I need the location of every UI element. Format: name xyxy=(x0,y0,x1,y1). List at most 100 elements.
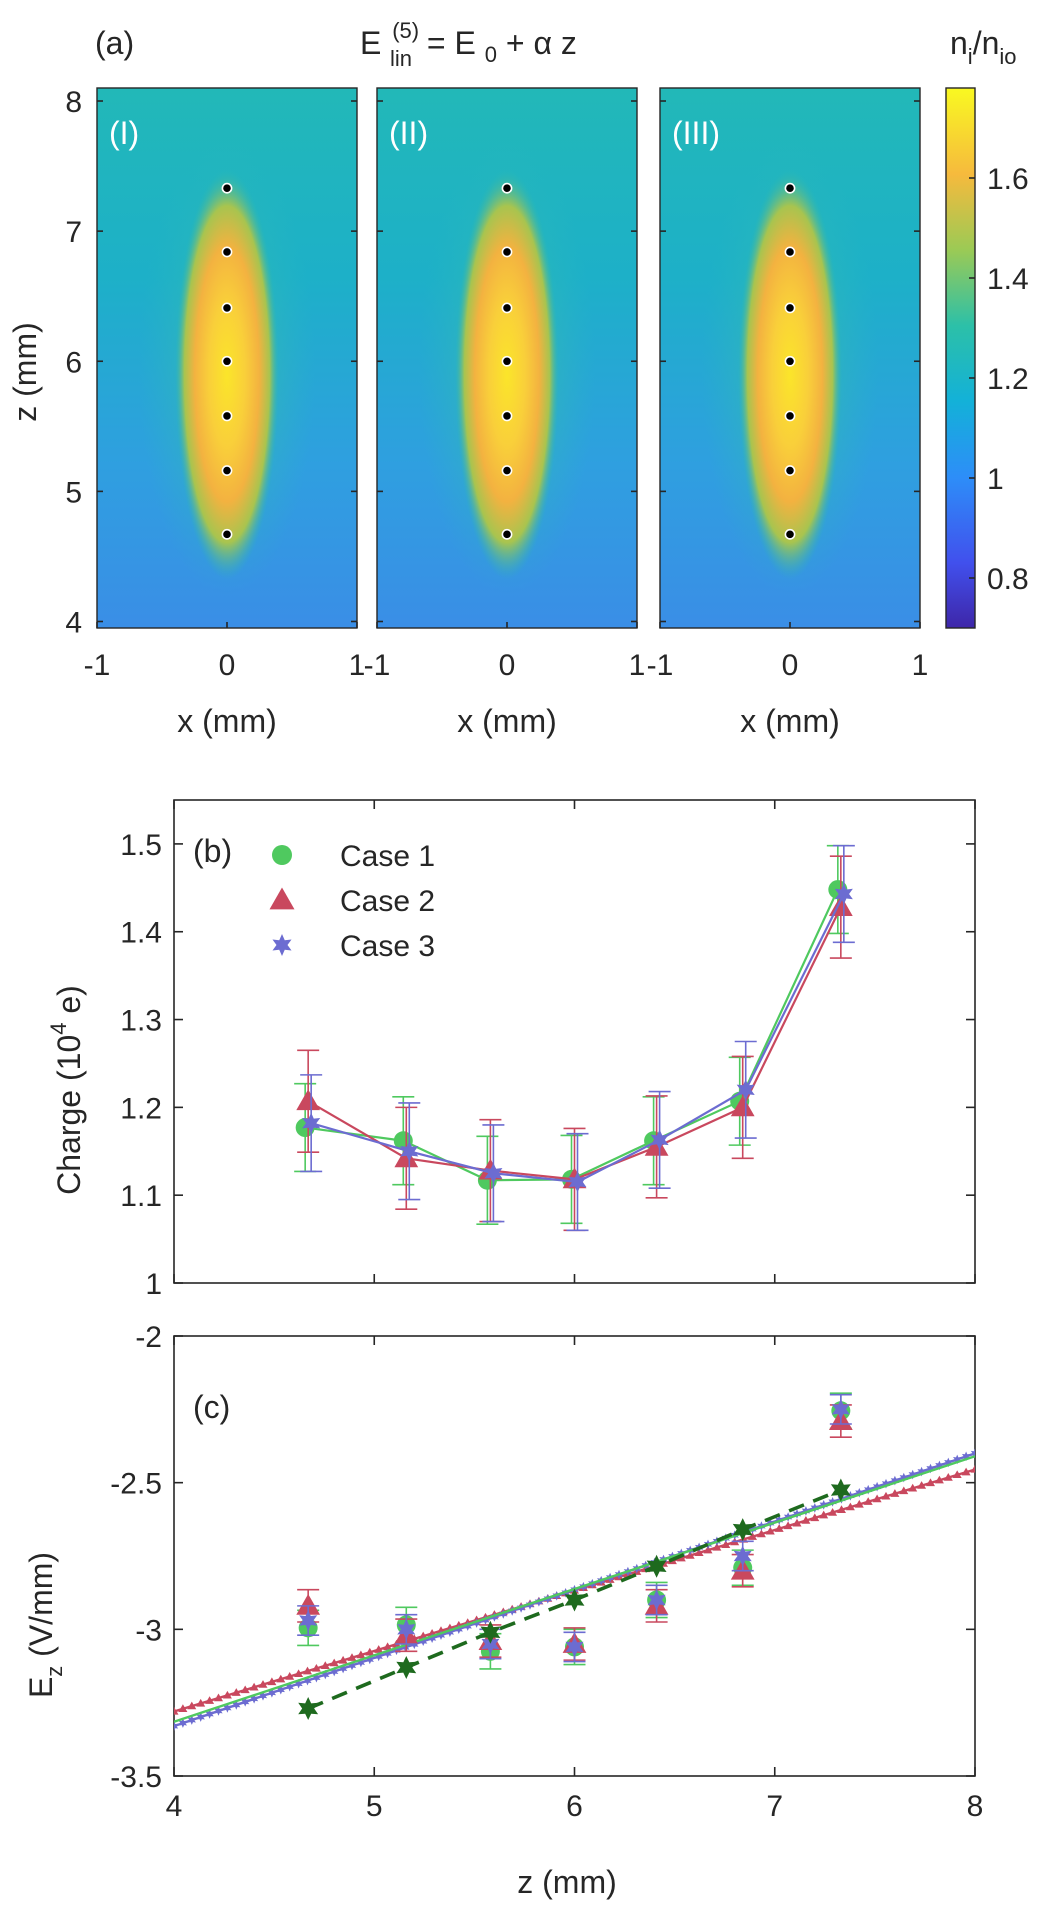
subpanel-tag: (III) xyxy=(672,115,720,151)
star-marker xyxy=(834,883,853,905)
fit-marker xyxy=(267,1677,277,1686)
fit-marker xyxy=(890,1489,900,1497)
x-tick-label: -1 xyxy=(84,649,111,682)
heatmap-panels: -1 0 1 (I) x (mm) -1 0 1 (II) x (mm) -1 0 1 (III) x (m… xyxy=(84,87,929,739)
title-sub0: 0 xyxy=(485,42,497,67)
reference-star-marker xyxy=(480,1620,501,1644)
fit-marker xyxy=(445,1627,455,1637)
fit-marker xyxy=(174,1721,179,1731)
fit-marker xyxy=(174,1706,179,1715)
title-rest: = E xyxy=(427,25,476,61)
fit-marker xyxy=(214,1693,223,1702)
fit-marker xyxy=(810,1503,819,1513)
star-marker xyxy=(650,1129,669,1151)
y-tick-label: 1.3 xyxy=(120,1005,162,1038)
y-tick-label: -2 xyxy=(135,1321,162,1354)
reference-star-marker xyxy=(732,1518,753,1542)
y-tick-label: 1 xyxy=(145,1268,162,1301)
heatmap-plume xyxy=(455,169,559,580)
y-tick-label: -3 xyxy=(135,1614,162,1647)
colorbar-tick-label: 0.8 xyxy=(987,563,1029,596)
fit-marker xyxy=(481,1615,490,1625)
fit-marker xyxy=(801,1506,811,1516)
y-tick-label: 1.4 xyxy=(120,917,162,950)
fit-marker xyxy=(854,1499,864,1508)
subpanel-tag: (I) xyxy=(109,115,139,151)
fit-marker xyxy=(419,1636,428,1647)
dust-particle-marker xyxy=(501,465,513,476)
fit-marker xyxy=(792,1509,802,1519)
x-tick-label: 0 xyxy=(499,649,516,682)
fit-marker xyxy=(223,1703,232,1713)
panel-c-axes: -2 -2.5 -3 -3.54 5 6 7 8 xyxy=(110,1321,983,1823)
x-tick-label: 8 xyxy=(967,1790,984,1823)
fit-marker xyxy=(356,1650,366,1659)
triangle-marker xyxy=(296,1089,321,1111)
fit-marker xyxy=(819,1510,829,1519)
colorbar xyxy=(945,87,976,629)
dust-particle-marker xyxy=(784,528,796,540)
y-tick-label: 6 xyxy=(65,346,82,379)
fit-marker xyxy=(952,1470,962,1479)
panel-b-plot xyxy=(294,844,855,1232)
fit-marker xyxy=(214,1706,223,1716)
fit-marker xyxy=(748,1532,757,1540)
dust-particle-marker xyxy=(784,302,796,314)
colorbar-tick-label: 1.4 xyxy=(987,263,1029,296)
fit-marker xyxy=(294,1678,303,1689)
panel-c-frame xyxy=(173,1335,976,1777)
fit-marker xyxy=(258,1680,268,1688)
fit-marker xyxy=(321,1669,330,1680)
x-tick-label: 5 xyxy=(366,1790,383,1823)
fit-marker xyxy=(222,1690,232,1699)
dust-particle-marker xyxy=(501,410,513,422)
subpanel-tag: (II) xyxy=(389,115,428,151)
dust-particle-marker xyxy=(221,246,233,258)
fit-marker xyxy=(178,1704,188,1712)
x-tick-label: 1 xyxy=(629,649,646,682)
fit-marker xyxy=(908,1469,917,1480)
fit-marker xyxy=(703,1545,713,1554)
reference-star-marker xyxy=(396,1655,417,1679)
fit-marker xyxy=(258,1691,268,1701)
star-marker xyxy=(484,1162,503,1184)
fit-marker xyxy=(872,1494,882,1503)
star-marker xyxy=(299,1610,318,1631)
fit-marker xyxy=(943,1473,953,1481)
fit-marker xyxy=(401,1642,410,1653)
fit-marker xyxy=(490,1612,499,1622)
dust-particle-marker xyxy=(501,528,513,540)
fit-marker xyxy=(961,1451,971,1462)
y-tick-label: -2.5 xyxy=(110,1468,162,1501)
fit-marker xyxy=(320,1661,330,1669)
legend-label: Case 1 xyxy=(340,840,435,873)
fit-marker xyxy=(196,1698,206,1707)
colorbar-tick-label: 1.2 xyxy=(987,363,1029,396)
fit-marker xyxy=(231,1688,241,1696)
dust-particle-marker xyxy=(221,528,233,540)
dust-particle-marker xyxy=(501,182,513,194)
x-tick-label: 1 xyxy=(912,649,929,682)
fit-marker xyxy=(347,1653,357,1661)
dust-particle-marker xyxy=(221,465,233,476)
fit-marker xyxy=(241,1697,250,1707)
legend-label: Case 3 xyxy=(340,930,435,963)
x-tick-label: 0 xyxy=(219,649,236,682)
heatmap-2: -1 0 1 (II) x (mm) xyxy=(364,87,646,739)
fit-marker xyxy=(890,1475,900,1486)
y-tick-label: -3.5 xyxy=(110,1761,162,1794)
fit-marker xyxy=(881,1491,891,1500)
fit-marker xyxy=(926,1478,935,1487)
panel-c-ylabel: Ez (V/mm) xyxy=(23,1552,67,1698)
fit-marker xyxy=(819,1500,828,1510)
panel-c-plot xyxy=(174,1392,975,1731)
fit-marker xyxy=(855,1487,864,1498)
x-tick-label: -1 xyxy=(647,649,674,682)
fit-marker xyxy=(205,1696,215,1704)
colorbar-tick-label: 1 xyxy=(987,463,1004,496)
dust-particle-marker xyxy=(784,465,796,476)
fit-marker xyxy=(801,1516,811,1524)
title-e: E xyxy=(360,25,381,61)
colorbar-label: ni/nio xyxy=(950,25,1017,69)
